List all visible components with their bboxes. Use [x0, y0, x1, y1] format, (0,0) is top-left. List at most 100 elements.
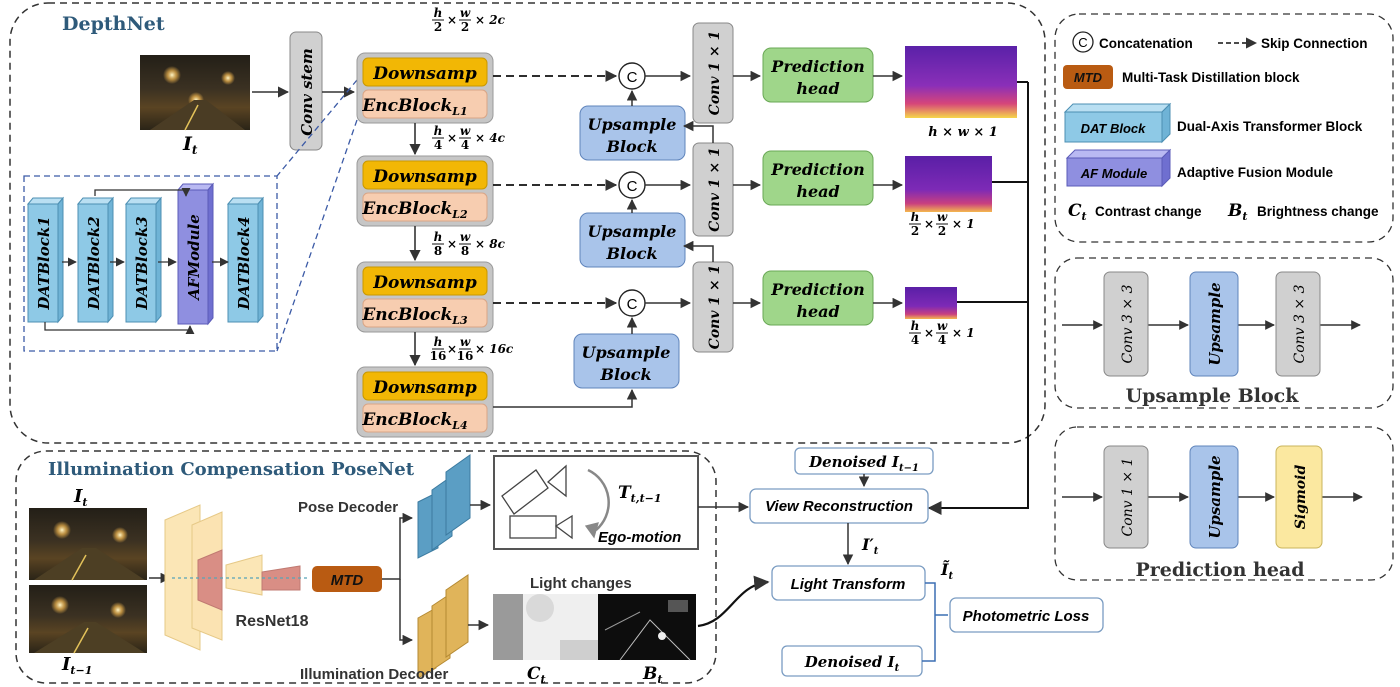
svg-text:head: head	[796, 302, 839, 321]
svg-text:16: 16	[430, 349, 447, 363]
svg-text:Light Transform: Light Transform	[791, 576, 906, 593]
svg-text:4: 4	[938, 333, 946, 347]
legend-mtd-label: Multi-Task Distillation block	[1122, 70, 1300, 85]
contrast-map	[493, 594, 598, 660]
svg-text:Upsample: Upsample	[1206, 455, 1224, 538]
output-shape-h-2: h2	[909, 210, 921, 238]
stage-shape-w-3: w8	[459, 230, 471, 258]
posenet-title: Illumination Compensation PoseNet	[48, 459, 415, 480]
svg-text:C: C	[627, 178, 638, 195]
svg-text:Downsamp: Downsamp	[372, 64, 477, 84]
illumination-decoder-label: Illumination Decoder	[300, 666, 449, 683]
legend-mtd-box	[1063, 65, 1113, 89]
concat-node-2: C	[618, 171, 646, 199]
prediction-panel-up	[1189, 445, 1239, 549]
frame-bottom-label: It−1	[61, 654, 92, 677]
input-label: It	[182, 133, 198, 157]
svg-text:× 8c: × 8c	[475, 237, 506, 251]
svg-text:head: head	[796, 182, 839, 201]
stage-shape-w-4: w16	[457, 335, 474, 363]
svg-text:Conv 3 × 3: Conv 3 × 3	[1292, 284, 1308, 363]
svg-text:×: ×	[924, 326, 934, 340]
svg-text:w: w	[460, 230, 471, 244]
denoised-cur-label: Denoised It	[804, 653, 900, 674]
svg-text:w: w	[937, 210, 948, 224]
conv-stem	[289, 31, 323, 151]
legend-af-box	[1065, 148, 1172, 188]
svg-text:Conv 3 × 3: Conv 3 × 3	[1120, 284, 1136, 363]
svg-text:Prediction: Prediction	[770, 160, 864, 179]
posenet-frame	[15, 450, 717, 684]
svg-text:4: 4	[434, 138, 442, 152]
legend-af-label: Adaptive Fusion Module	[1177, 165, 1333, 180]
upsample-block-1: Upsample Block	[579, 105, 686, 161]
stage-shape-h-3: h8	[432, 230, 444, 258]
svg-text:DATBlock3: DATBlock3	[133, 216, 151, 310]
legend-skip-label: Skip Connection	[1261, 36, 1368, 51]
svg-text:2: 2	[938, 224, 946, 238]
svg-text:× 16c: × 16c	[475, 342, 514, 356]
svg-text:EncBlockL4: EncBlockL4	[361, 410, 467, 432]
svg-text:AFModule: AFModule	[185, 214, 203, 302]
svg-text:Sigmoid: Sigmoid	[1293, 465, 1309, 530]
illumination-decoder-block	[417, 574, 469, 679]
stage-shape-h-2: h4	[432, 124, 444, 152]
mtd-block	[312, 566, 382, 592]
detail-block-afmodule: AFModule	[176, 182, 215, 326]
prediction-head-3: Prediction head	[762, 270, 874, 326]
svg-text:w: w	[460, 6, 471, 20]
legend-dat-label: Dual-Axis Transformer Block	[1177, 119, 1363, 134]
svg-text:DATBlock2: DATBlock2	[85, 216, 103, 310]
prediction-panel-conv	[1103, 445, 1149, 549]
svg-text:×: ×	[447, 131, 457, 145]
svg-text:h: h	[434, 230, 443, 244]
svg-text:h: h	[434, 6, 443, 20]
view-reconstruction-box	[749, 488, 929, 524]
svg-text:16: 16	[457, 349, 474, 363]
decoder-conv-3: Conv 1 × 1	[692, 261, 734, 353]
detail-block-datblock3: DATBlock3	[124, 196, 163, 324]
svg-text:Block: Block	[605, 244, 657, 263]
prediction-head-2: Prediction head	[762, 150, 874, 206]
svg-text:Downsamp: Downsamp	[372, 378, 477, 398]
svg-text:C: C	[627, 296, 638, 313]
upsample-panel-conv2	[1275, 271, 1321, 377]
svg-text:Downsamp: Downsamp	[372, 273, 477, 293]
output-shape-3: h4 × w4 × 1	[909, 319, 975, 347]
upsample-panel-title: Upsample Block	[1126, 385, 1300, 407]
pose-decoder-block	[417, 454, 471, 559]
svg-text:DATBlock4: DATBlock4	[235, 216, 253, 310]
output-shape-2: h2 × w2 × 1	[909, 210, 975, 238]
photometric-loss-box	[949, 597, 1104, 633]
ct-map-label: Ct	[527, 664, 546, 686]
svg-text:8: 8	[461, 244, 469, 258]
svg-text:w: w	[460, 335, 471, 349]
svg-text:Upsample: Upsample	[1206, 282, 1224, 365]
legend-ct-symbol: Ct	[1068, 201, 1087, 223]
light-changes-label: Light changes	[530, 575, 632, 592]
svg-text:EncBlockL2: EncBlockL2	[361, 199, 468, 221]
legend-frame	[1054, 13, 1394, 243]
encoder-detail-frame	[23, 175, 278, 352]
depthnet-title: DepthNet	[62, 13, 165, 35]
svg-text:4: 4	[461, 138, 469, 152]
warped-image-label: I′t	[861, 535, 879, 557]
depthnet-frame	[9, 2, 1046, 444]
conv-stem-label: Conv stem	[298, 48, 316, 136]
svg-text:h: h	[911, 210, 920, 224]
svg-text:Block: Block	[605, 137, 657, 156]
svg-text:4: 4	[911, 333, 919, 347]
svg-text:Conv 1 × 1: Conv 1 × 1	[707, 265, 723, 350]
legend-concat-label: Concatenation	[1099, 36, 1193, 51]
svg-text:× 2c: × 2c	[475, 13, 506, 27]
svg-text:Conv 1 × 1: Conv 1 × 1	[707, 147, 723, 232]
svg-text:Photometric Loss: Photometric Loss	[963, 608, 1090, 625]
svg-text:head: head	[796, 79, 839, 98]
detail-block-datblock1: DATBlock1	[26, 196, 65, 324]
camera-icons	[501, 464, 610, 540]
resnet-backbone	[164, 504, 310, 651]
prediction-panel-sigmoid	[1275, 445, 1323, 549]
